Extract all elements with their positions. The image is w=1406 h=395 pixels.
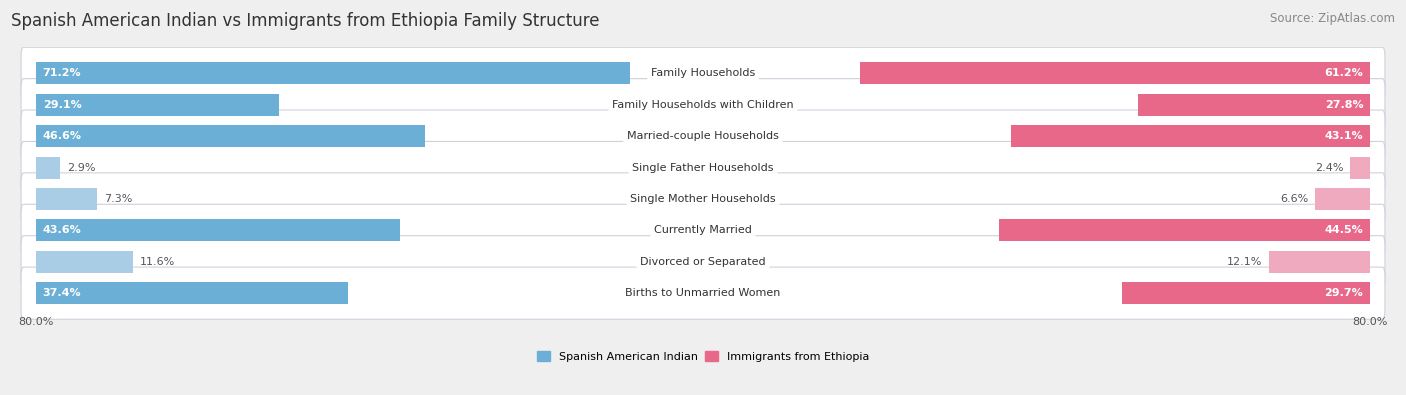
Bar xyxy=(37,125,425,147)
Text: Births to Unmarried Women: Births to Unmarried Women xyxy=(626,288,780,298)
Text: 29.7%: 29.7% xyxy=(1324,288,1364,298)
Text: 11.6%: 11.6% xyxy=(139,257,174,267)
FancyBboxPatch shape xyxy=(21,110,1385,162)
Text: Family Households with Children: Family Households with Children xyxy=(612,100,794,110)
Bar xyxy=(859,62,1369,84)
Text: 27.8%: 27.8% xyxy=(1324,100,1364,110)
Text: 71.2%: 71.2% xyxy=(42,68,82,78)
Text: 7.3%: 7.3% xyxy=(104,194,132,204)
Bar xyxy=(37,156,60,179)
FancyBboxPatch shape xyxy=(21,173,1385,225)
Text: 2.4%: 2.4% xyxy=(1315,162,1343,173)
Text: Source: ZipAtlas.com: Source: ZipAtlas.com xyxy=(1270,12,1395,25)
Text: 12.1%: 12.1% xyxy=(1227,257,1263,267)
Bar xyxy=(37,94,278,116)
Text: 43.1%: 43.1% xyxy=(1324,131,1364,141)
Bar xyxy=(1139,94,1369,116)
Bar xyxy=(1122,282,1369,304)
Bar xyxy=(37,188,97,210)
Bar xyxy=(1270,251,1369,273)
Text: Married-couple Households: Married-couple Households xyxy=(627,131,779,141)
Text: 44.5%: 44.5% xyxy=(1324,226,1364,235)
Text: 2.9%: 2.9% xyxy=(67,162,96,173)
FancyBboxPatch shape xyxy=(21,47,1385,100)
Text: 37.4%: 37.4% xyxy=(42,288,82,298)
Text: 29.1%: 29.1% xyxy=(42,100,82,110)
Text: Currently Married: Currently Married xyxy=(654,226,752,235)
Text: Single Mother Households: Single Mother Households xyxy=(630,194,776,204)
Text: 46.6%: 46.6% xyxy=(42,131,82,141)
Bar xyxy=(37,282,347,304)
Text: 43.6%: 43.6% xyxy=(42,226,82,235)
Bar xyxy=(1350,156,1369,179)
Text: Single Father Households: Single Father Households xyxy=(633,162,773,173)
Bar xyxy=(37,219,399,241)
Legend: Spanish American Indian, Immigrants from Ethiopia: Spanish American Indian, Immigrants from… xyxy=(533,347,873,366)
FancyBboxPatch shape xyxy=(21,204,1385,256)
Text: 6.6%: 6.6% xyxy=(1279,194,1308,204)
Text: Divorced or Separated: Divorced or Separated xyxy=(640,257,766,267)
Bar xyxy=(998,219,1369,241)
FancyBboxPatch shape xyxy=(21,141,1385,194)
FancyBboxPatch shape xyxy=(21,267,1385,319)
Bar xyxy=(37,62,630,84)
Text: 80.0%: 80.0% xyxy=(1353,317,1388,327)
Text: 80.0%: 80.0% xyxy=(18,317,53,327)
Bar xyxy=(37,251,132,273)
Text: Family Households: Family Households xyxy=(651,68,755,78)
Text: Spanish American Indian vs Immigrants from Ethiopia Family Structure: Spanish American Indian vs Immigrants fr… xyxy=(11,12,600,30)
FancyBboxPatch shape xyxy=(21,79,1385,131)
Bar xyxy=(1011,125,1369,147)
FancyBboxPatch shape xyxy=(21,236,1385,288)
Bar xyxy=(1315,188,1369,210)
Text: 61.2%: 61.2% xyxy=(1324,68,1364,78)
